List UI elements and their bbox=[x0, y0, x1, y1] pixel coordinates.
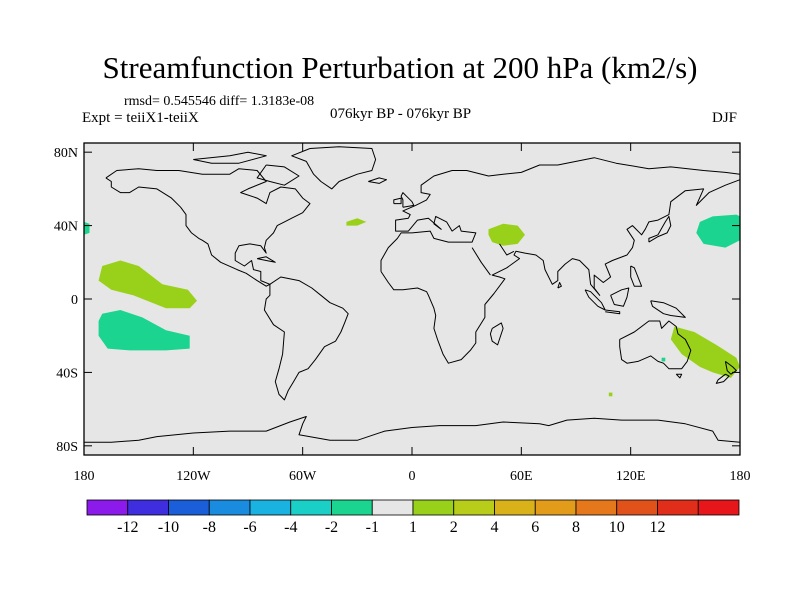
anomaly-regions bbox=[84, 214, 740, 397]
axis-ticks bbox=[83, 143, 741, 455]
coastline-australia bbox=[619, 320, 692, 370]
coastline-africa-eurasia bbox=[380, 157, 741, 364]
coastline-philippines bbox=[630, 265, 643, 287]
colorbar-swatch bbox=[168, 499, 210, 516]
coastline-arctic-islands bbox=[193, 151, 267, 164]
colorbar-label: -12 bbox=[117, 519, 138, 536]
lon-tick-label: 180 bbox=[730, 469, 751, 484]
colorbar-label: 4 bbox=[491, 519, 499, 536]
coastline-ireland bbox=[393, 197, 402, 205]
colorbar-label: -1 bbox=[366, 519, 379, 536]
season-label: DJF bbox=[712, 110, 738, 126]
coastline-new-zealand-south bbox=[715, 373, 730, 384]
colorbar-swatch bbox=[534, 499, 577, 516]
colorbar-label: 12 bbox=[650, 519, 666, 536]
lat-tick-label: 80S bbox=[56, 440, 78, 455]
lat-tick-label: 40N bbox=[54, 220, 78, 235]
colorbar-label: 1 bbox=[409, 519, 417, 536]
colorbar-swatch bbox=[412, 499, 455, 516]
colorbar-label: -10 bbox=[158, 519, 179, 536]
experiment-label: Expt = teiiX1-teiiX bbox=[82, 110, 199, 126]
coastlines bbox=[84, 146, 741, 443]
colorbar-label: 6 bbox=[531, 519, 539, 536]
anomaly-region-east-pacific-positive bbox=[98, 260, 197, 309]
coastline-iceland bbox=[368, 177, 387, 184]
colorbar-swatch bbox=[657, 499, 699, 516]
coastline-japan bbox=[648, 215, 672, 243]
colorbar-swatch bbox=[575, 499, 618, 516]
colorbar-swatch bbox=[249, 499, 292, 516]
coastline-british-isles bbox=[400, 192, 415, 208]
colorbar-swatch bbox=[494, 499, 536, 516]
colorbar-label: 2 bbox=[450, 519, 458, 536]
lon-tick-label: 0 bbox=[409, 469, 416, 484]
lon-tick-label: 120E bbox=[616, 469, 646, 484]
coastline-java bbox=[605, 309, 621, 315]
colorbar-label: -2 bbox=[325, 519, 338, 536]
lat-tick-label: 0 bbox=[71, 293, 78, 308]
colorbar-label: -4 bbox=[284, 519, 297, 536]
colorbar-swatch bbox=[616, 499, 658, 516]
coastline-madagascar bbox=[489, 322, 504, 346]
lon-tick-label: 60E bbox=[510, 469, 533, 484]
lat-tick-label: 80N bbox=[54, 146, 78, 161]
coastline-new-guinea bbox=[650, 300, 686, 318]
coastline-hudson-bay-island bbox=[256, 164, 300, 186]
lon-tick-label: 180 bbox=[74, 469, 95, 484]
colorbar-swatch bbox=[371, 499, 414, 516]
anomaly-region-middle-east-positive bbox=[488, 223, 525, 246]
coastline-tasmania bbox=[675, 373, 683, 379]
anomaly-region-north-pacific-west-negative bbox=[696, 214, 740, 248]
colorbar: -12 -10 -8 -6 -4 -2 -1 1 2 4 6 8 10 12 bbox=[86, 499, 740, 536]
anomaly-region-south-indian-negative bbox=[661, 357, 666, 362]
stats-text: rmsd= 0.545546 diff= 1.3183e-08 bbox=[124, 94, 315, 109]
colorbar-label: -8 bbox=[203, 519, 216, 536]
anomaly-region-north-atlantic-positive bbox=[346, 218, 367, 226]
lat-tick-label: 40S bbox=[56, 366, 78, 381]
coastline-south-america bbox=[263, 276, 349, 401]
coastline-greenland bbox=[291, 146, 377, 190]
coastline-sri-lanka bbox=[557, 282, 562, 289]
coastline-arabian-peninsula-gulf bbox=[499, 243, 515, 256]
lon-tick-label: 60W bbox=[289, 469, 317, 484]
colorbar-label: 8 bbox=[572, 519, 580, 536]
coastline-north-america bbox=[105, 168, 311, 287]
colorbar-swatch bbox=[697, 499, 740, 516]
coastline-borneo bbox=[610, 287, 630, 307]
anomaly-region-dateline-negative-edge bbox=[84, 221, 90, 235]
colorbar-swatch bbox=[453, 499, 495, 516]
colorbar-swatch bbox=[290, 499, 332, 516]
anomaly-region-indian-ocean-positive bbox=[608, 392, 613, 397]
anomaly-region-south-pacific-negative bbox=[98, 310, 190, 351]
colorbar-label: -6 bbox=[243, 519, 256, 536]
map-frame-group: 80N 40N 0 40S 80S 180 120W 60W 0 60E 120E 180 bbox=[54, 142, 751, 484]
lon-tick-label: 120W bbox=[176, 469, 211, 484]
coastline-cuba bbox=[256, 256, 276, 263]
coastline-antarctica bbox=[84, 416, 741, 443]
chart-title: Streamfunction Perturbation at 200 hPa (… bbox=[102, 50, 698, 85]
colorbar-label: 10 bbox=[609, 519, 625, 536]
anomaly-region-australia-positive bbox=[670, 326, 740, 378]
colorbar-swatch bbox=[331, 499, 373, 516]
axis-tick-labels: 80N 40N 0 40S 80S 180 120W 60W 0 60E 120E 180 bbox=[54, 146, 751, 484]
colorbar-swatch bbox=[86, 499, 129, 516]
colorbar-swatch bbox=[127, 499, 169, 516]
period-label: 076kyr BP - 076kyr BP bbox=[330, 106, 472, 122]
colorbar-swatch bbox=[208, 499, 251, 516]
coastline-red-sea bbox=[471, 247, 491, 276]
